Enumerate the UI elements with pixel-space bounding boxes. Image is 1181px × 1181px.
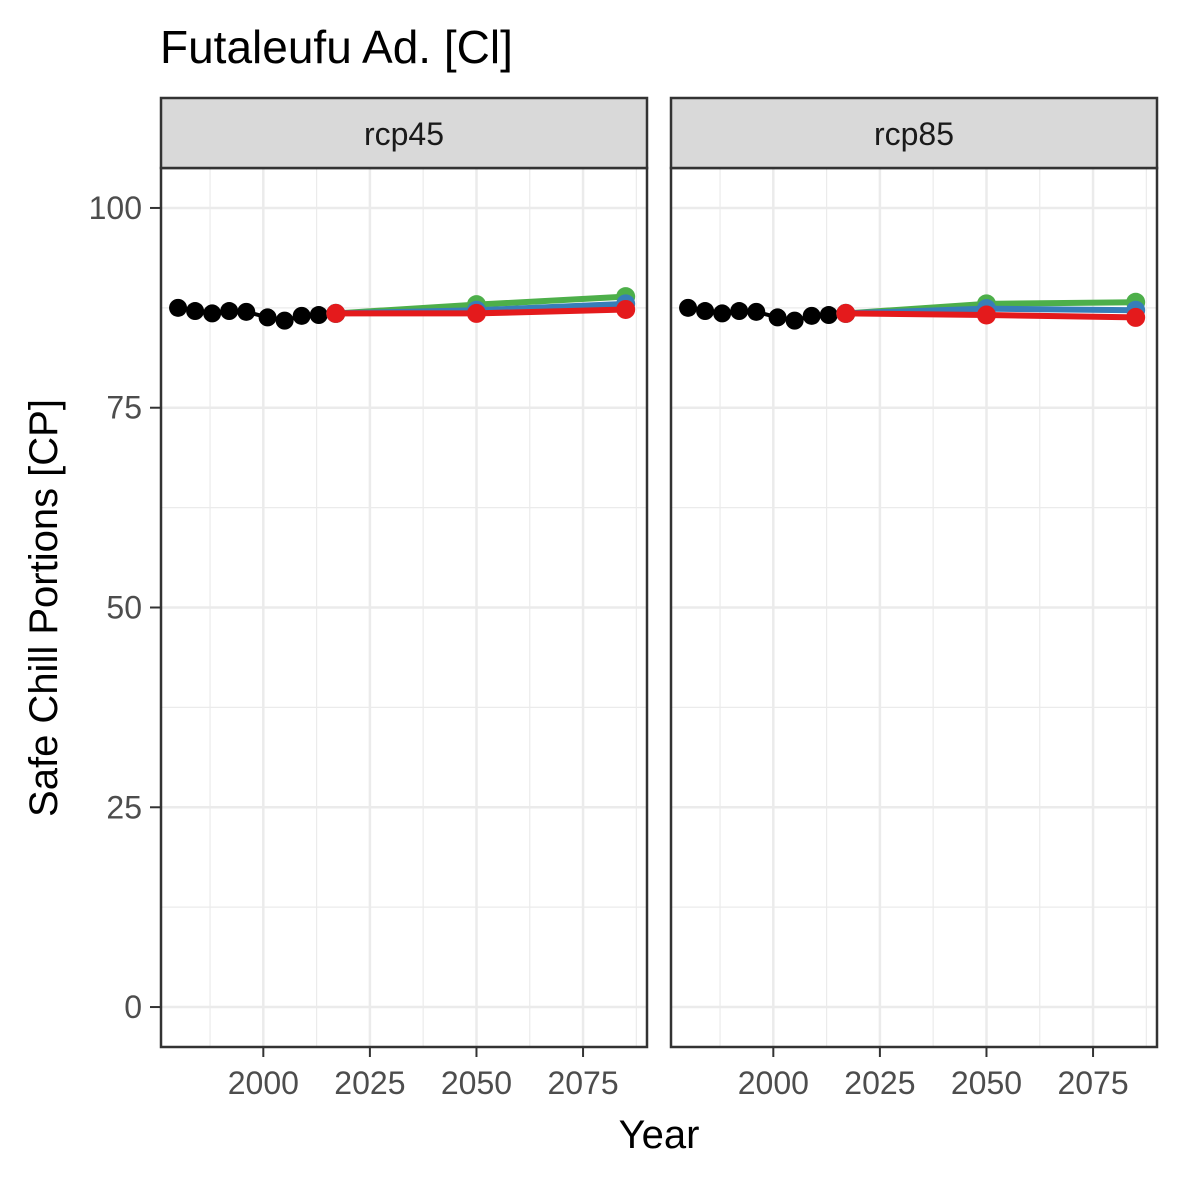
historic-point (730, 302, 748, 320)
facet-strip-label: rcp85 (874, 116, 954, 152)
y-tick-label: 0 (124, 989, 142, 1025)
historic-point (237, 303, 255, 321)
series-point-red (616, 300, 635, 319)
x-tick-label: 2025 (334, 1065, 405, 1101)
panel-rcp85: rcp85 2000 2025 2050 2075 (671, 98, 1157, 1101)
series-point-red (326, 304, 345, 323)
historic-point (220, 302, 238, 320)
series-point-red (977, 306, 996, 325)
historic-point (803, 307, 821, 325)
x-axis-title: Year (619, 1113, 700, 1157)
x-tick-label: 2075 (1057, 1065, 1128, 1101)
y-axis-title: Safe Chill Portions [CP] (22, 399, 66, 817)
y-tick-label: 75 (106, 390, 142, 426)
historic-point (259, 308, 277, 326)
chart-title: Futaleufu Ad. [Cl] (160, 21, 513, 73)
x-tick-label: 2000 (228, 1065, 299, 1101)
historic-point (310, 306, 328, 324)
series-point-red (1126, 308, 1145, 327)
historic-point (293, 307, 311, 325)
historic-point (747, 303, 765, 321)
x-tick-label: 2050 (951, 1065, 1022, 1101)
historic-point (169, 299, 187, 317)
x-tick-label: 2025 (844, 1065, 915, 1101)
historic-point (679, 299, 697, 317)
historic-point (696, 302, 714, 320)
y-tick-label: 25 (106, 789, 142, 825)
y-tick-label: 100 (89, 190, 142, 226)
historic-point (203, 304, 221, 322)
series-point-red (836, 304, 855, 323)
x-tick-label: 2000 (738, 1065, 809, 1101)
panel-rcp45: rcp45 2000 2025 2050 2075 (161, 98, 647, 1101)
historic-point (820, 306, 838, 324)
historic-point (769, 308, 787, 326)
series-point-red (467, 304, 486, 323)
y-tick-label: 50 (106, 590, 142, 626)
x-tick-label: 2050 (441, 1065, 512, 1101)
historic-point (276, 312, 294, 330)
x-tick-label: 2075 (547, 1065, 618, 1101)
historic-point (186, 302, 204, 320)
facet-strip-label: rcp45 (364, 116, 444, 152)
historic-point (713, 304, 731, 322)
historic-point (786, 312, 804, 330)
